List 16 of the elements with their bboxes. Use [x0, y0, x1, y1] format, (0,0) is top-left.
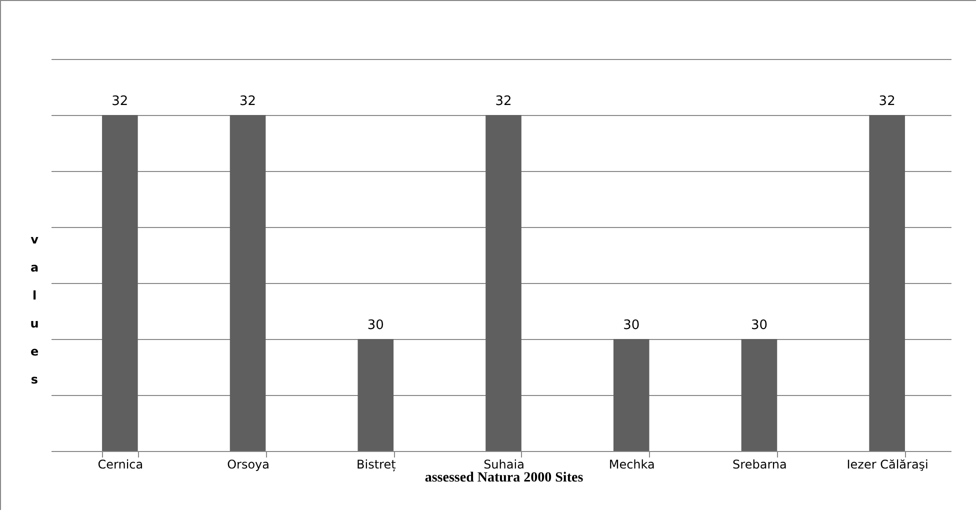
x-tick-label: Cernica [98, 458, 144, 472]
data-label: 32 [878, 94, 896, 109]
x-tick-label: Orsoya [227, 458, 270, 472]
y-axis-title: values [30, 232, 39, 386]
x-tick-label: Srebarna [732, 458, 787, 472]
data-label: 32 [495, 94, 512, 109]
x-tick-label: Mechka [608, 458, 655, 472]
data-label: 30 [750, 318, 768, 333]
data-label: 32 [240, 94, 256, 109]
data-label: 30 [367, 318, 384, 333]
x-tick-label: Suhaia [484, 458, 524, 472]
data-label: 32 [112, 94, 128, 109]
data-label: 30 [623, 318, 640, 333]
x-tick-label: Iezer Călăraşi [846, 458, 928, 472]
x-tick-label: Bistreț [356, 458, 396, 472]
x-axis-title: assessed Natura 2000 Sites [424, 470, 584, 486]
